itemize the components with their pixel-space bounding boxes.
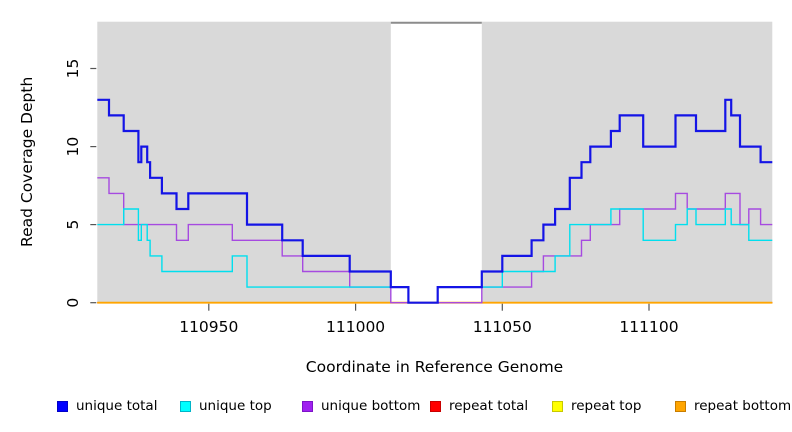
legend-swatch-icon (675, 400, 686, 412)
legend-item-unique-total: unique total (57, 398, 157, 414)
legend-item-repeat-total: repeat total (430, 398, 528, 414)
series-line-unique-total (97, 98, 773, 304)
legend-label: unique bottom (321, 398, 421, 414)
series-line-unique-bottom (97, 177, 773, 304)
x-axis-title: Coordinate in Reference Genome (305, 358, 564, 376)
legend-label: repeat top (571, 398, 642, 414)
legend-label: repeat total (449, 398, 529, 414)
legend-item-unique-top: unique top (180, 398, 272, 414)
legend-label: unique top (199, 398, 272, 414)
legend-item-repeat-bottom: repeat bottom (675, 398, 791, 414)
y-tick-label: 0 (64, 298, 82, 308)
y-axis-title: Read Coverage Depth (18, 76, 36, 248)
legend-swatch-icon (302, 400, 313, 412)
panel-right (481, 21, 773, 303)
y-tick-label: 5 (64, 220, 82, 230)
x-tick-label: 111000 (326, 318, 385, 336)
legend-swatch-icon (57, 400, 68, 412)
legend: unique total unique top unique bottom repea… (0, 398, 792, 416)
legend-swatch-icon (430, 400, 441, 412)
legend-swatch-icon (180, 400, 191, 412)
y-tick-label: 10 (64, 137, 82, 157)
legend-swatch-icon (552, 400, 563, 412)
x-tick-label: 111100 (619, 318, 678, 336)
x-tick-label: 110950 (179, 318, 238, 336)
legend-item-unique-bottom: unique bottom (302, 398, 420, 414)
series-line-unique-top (97, 208, 773, 304)
legend-label: unique total (76, 398, 158, 414)
legend-item-repeat-top: repeat top (552, 398, 641, 414)
y-tick-label: 15 (64, 59, 82, 79)
legend-label: repeat bottom (694, 398, 792, 414)
x-tick-label: 111050 (473, 318, 532, 336)
